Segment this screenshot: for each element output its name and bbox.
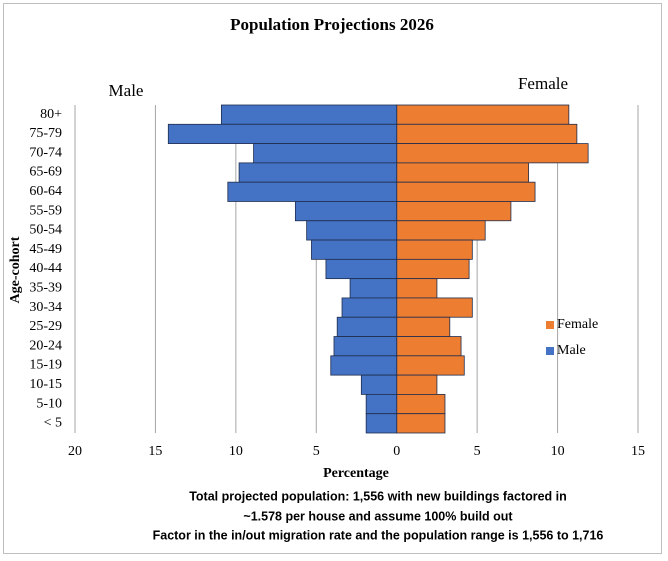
x-tick-label: 15 (631, 444, 645, 459)
bar (365, 394, 398, 415)
x-tick-label: 10 (551, 444, 565, 459)
bar (311, 239, 398, 260)
bar (396, 201, 512, 222)
y-tick-label: 20-24 (29, 338, 62, 353)
y-axis-label: Age-cohort (8, 236, 23, 303)
y-tick-label: 40-44 (29, 261, 62, 276)
y-tick-label: 10-15 (29, 377, 62, 392)
y-tick-label: 55-59 (29, 203, 62, 218)
bar (220, 104, 398, 125)
y-tick-label: 35-39 (29, 281, 62, 296)
bar (396, 278, 438, 299)
bar (330, 355, 398, 376)
bar (396, 374, 438, 395)
y-tick-label: 30-34 (29, 300, 62, 315)
y-tick-label: 70-74 (29, 145, 62, 160)
bar (360, 374, 398, 395)
annotation: Total projected population: 1,556 with n… (189, 489, 567, 503)
bar (294, 201, 398, 222)
bar (238, 162, 398, 183)
x-tick-label: 20 (68, 444, 82, 459)
bar (396, 162, 530, 183)
legend-swatch (546, 321, 554, 329)
chart-title: Population Projections 2026 (230, 15, 434, 34)
y-tick-label: 75-79 (29, 126, 62, 141)
x-tick-label: 15 (148, 444, 162, 459)
side-label: Male (109, 81, 144, 100)
legend-swatch (546, 347, 554, 355)
x-tick-label: 10 (229, 444, 243, 459)
bar (341, 297, 398, 318)
bar (396, 336, 462, 357)
y-tick-label: 45-49 (29, 242, 62, 257)
bar (396, 258, 470, 280)
bar (333, 336, 398, 357)
legend-label: Male (557, 343, 586, 358)
y-tick-label: 25-29 (29, 319, 62, 334)
bar (253, 143, 398, 164)
bar (396, 394, 446, 415)
bar (227, 181, 398, 202)
x-axis-label: Percentage (323, 466, 389, 481)
y-tick-label: 65-69 (29, 165, 62, 180)
bar (306, 220, 398, 241)
bar (396, 239, 473, 260)
x-tick-label: 5 (313, 444, 320, 459)
bar (396, 220, 486, 241)
y-tick-label: 80+ (40, 107, 62, 122)
y-tick-label: < 5 (44, 416, 62, 431)
bar (336, 316, 398, 337)
y-tick-label: 15-19 (29, 358, 62, 373)
bar (325, 258, 398, 280)
bar (396, 355, 465, 376)
bar (396, 143, 589, 164)
y-tick-label: 5-10 (36, 396, 62, 411)
bar (396, 181, 536, 202)
x-tick-label: 5 (474, 444, 481, 459)
bar (396, 104, 570, 125)
legend-label: Female (557, 317, 598, 332)
bar (365, 413, 398, 434)
y-tick-label: 60-64 (29, 184, 62, 199)
bar (349, 278, 398, 299)
x-tick-label: 0 (393, 444, 400, 459)
y-tick-label: 50-54 (29, 223, 62, 238)
bar (396, 316, 451, 337)
side-label: Female (518, 74, 568, 93)
annotation: Factor in the in/out migration rate and … (153, 528, 604, 542)
bar (396, 413, 446, 434)
bar (396, 123, 578, 144)
bar (167, 123, 398, 144)
bar (396, 297, 473, 318)
annotation: ~1.578 per house and assume 100% build o… (243, 509, 513, 523)
